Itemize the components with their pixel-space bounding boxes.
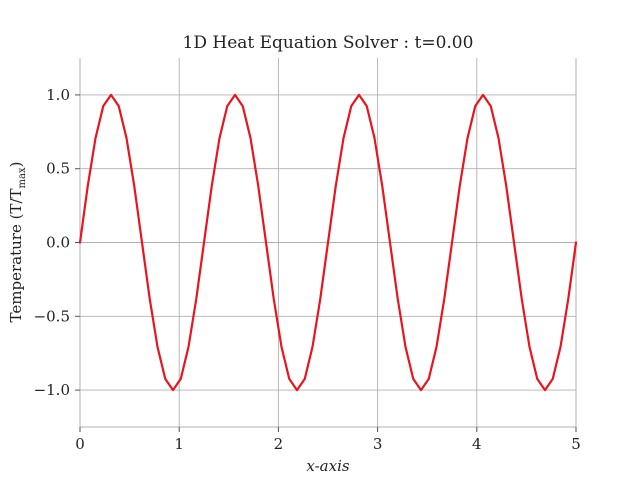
x-axis-label: x-axis <box>306 457 349 475</box>
y-tick-label: 0.0 <box>46 234 70 252</box>
x-tick-label: 0 <box>75 435 85 453</box>
x-tick-label: 3 <box>373 435 383 453</box>
y-tick-label: −1.0 <box>34 381 70 399</box>
x-tick-label: 1 <box>174 435 184 453</box>
y-tick-label: 1.0 <box>46 86 70 104</box>
y-tick-label: −0.5 <box>34 307 70 325</box>
y-axis-label-subscript: max <box>17 167 28 188</box>
x-tick-label: 2 <box>274 435 284 453</box>
y-tick-label: 0.5 <box>46 160 70 178</box>
y-axis-label-suffix: ) <box>7 162 25 168</box>
x-tick-label: 4 <box>472 435 482 453</box>
temperature-series-line <box>78 93 578 392</box>
x-tick-label: 5 <box>571 435 581 453</box>
y-axis-label-main: Temperature (T/T <box>7 189 25 323</box>
series-layer <box>78 93 578 392</box>
chart-title: 1D Heat Equation Solver : t=0.00 <box>183 33 474 53</box>
tick-layer: 0 1 2 3 4 5 1.0 0.5 0.0 −0.5 −1.0 <box>34 86 581 453</box>
y-axis-label: Temperature (T/Tmax) <box>7 162 28 323</box>
